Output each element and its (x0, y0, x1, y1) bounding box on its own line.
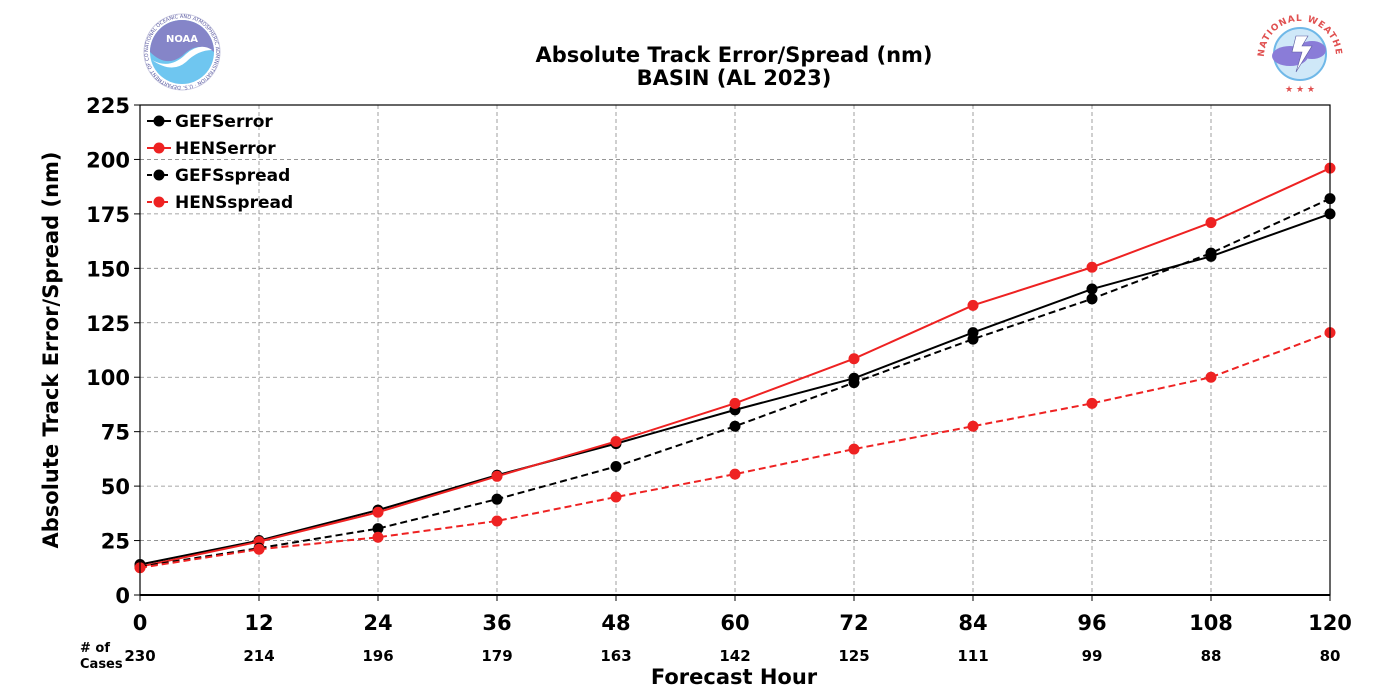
legend-item: HENSspread (147, 193, 293, 213)
y-tick-labels: 0 25 50 75 100 125 150 175 200 225 (86, 94, 140, 608)
data-point (372, 531, 384, 543)
y-tick-label: 150 (86, 257, 130, 281)
case-count: 80 (1320, 647, 1341, 665)
y-tick-label: 125 (86, 312, 130, 336)
legend-item: HENSerror (147, 139, 276, 159)
noaa-logo: NATIONAL OCEANIC AND ATMOSPHERIC ADMINIS… (0, 0, 221, 91)
data-point (1086, 293, 1098, 305)
chart-title: Absolute Track Error/Spread (nm) (535, 43, 932, 67)
case-count: 88 (1201, 647, 1222, 665)
legend-label: HENSspread (175, 193, 293, 213)
data-point (1086, 261, 1098, 273)
y-tick-label: 175 (86, 203, 130, 227)
chart-subtitle: BASIN (AL 2023) (637, 66, 832, 90)
data-point (491, 470, 503, 482)
data-point (729, 420, 741, 432)
legend-item: GEFSspread (147, 166, 290, 186)
x-tick-label: 96 (1077, 611, 1106, 635)
case-count: 99 (1082, 647, 1103, 665)
series-lines (134, 162, 1336, 574)
y-tick-label: 25 (101, 530, 130, 554)
case-count: 214 (243, 647, 274, 665)
data-point (491, 493, 503, 505)
x-tick-label: 72 (839, 611, 868, 635)
data-point (1205, 217, 1217, 229)
data-point (1205, 371, 1217, 383)
data-point (372, 506, 384, 518)
x-tick-label: 36 (482, 611, 511, 635)
x-tick-labels: 0 12 24 36 48 60 72 84 96 108 120 (133, 595, 1352, 635)
case-count: 179 (481, 647, 512, 665)
data-point (610, 491, 622, 503)
legend: GEFSerror HENSerror GEFSspread HENSspread (147, 112, 293, 213)
data-point (848, 443, 860, 455)
y-tick-label: 75 (101, 421, 130, 445)
data-point (967, 333, 979, 345)
data-point (967, 299, 979, 311)
series-HENSerror (134, 162, 1336, 573)
x-tick-label: 108 (1189, 611, 1233, 635)
legend-label: GEFSspread (175, 166, 290, 186)
series-line (139, 197, 1331, 568)
legend-marker (153, 142, 165, 154)
y-axis-label: Absolute Track Error/Spread (nm) (39, 151, 63, 548)
y-tick-label: 225 (86, 94, 130, 118)
x-tick-label: 24 (363, 611, 392, 635)
data-point (1086, 397, 1098, 409)
case-count: 111 (957, 647, 988, 665)
legend-item: GEFSerror (147, 112, 273, 132)
legend-marker (153, 196, 165, 208)
case-count: 230 (124, 647, 155, 665)
data-point (1205, 247, 1217, 259)
series-line (139, 331, 1331, 569)
noaa-logo-text: NOAA (166, 34, 198, 45)
data-point (729, 468, 741, 480)
data-point (253, 543, 265, 555)
data-point (967, 420, 979, 432)
data-point (848, 377, 860, 389)
legend-marker (153, 169, 165, 181)
x-tick-label: 12 (244, 611, 273, 635)
legend-label: HENSerror (175, 139, 276, 159)
data-point (491, 515, 503, 527)
data-point (1086, 283, 1098, 295)
case-count: 163 (600, 647, 631, 665)
data-point (610, 435, 622, 447)
y-tick-label: 50 (101, 475, 130, 499)
cases-label: # of Cases (80, 641, 123, 672)
x-tick-label: 84 (958, 611, 987, 635)
y-tick-label: 200 (86, 148, 130, 172)
data-point (610, 461, 622, 473)
x-tick-label: 48 (601, 611, 630, 635)
x-tick-label: 0 (133, 611, 148, 635)
series-HENSspread (134, 327, 1336, 574)
y-tick-label: 100 (86, 366, 130, 390)
grid (140, 105, 1330, 595)
case-count: 142 (719, 647, 750, 665)
x-tick-label: 120 (1308, 611, 1352, 635)
y-tick-label: 0 (115, 584, 130, 608)
legend-label: GEFSerror (175, 112, 273, 132)
cases-row: 230 214 196 179 163 142 125 111 99 88 80 (124, 647, 1340, 665)
legend-marker (153, 115, 165, 127)
case-count: 196 (362, 647, 393, 665)
data-point (729, 397, 741, 409)
x-axis-label: Forecast Hour (651, 665, 818, 689)
svg-text:★ ★ ★: ★ ★ ★ (1285, 85, 1315, 95)
data-point (848, 353, 860, 365)
data-point (372, 523, 384, 535)
x-tick-label: 60 (720, 611, 749, 635)
case-count: 125 (838, 647, 869, 665)
